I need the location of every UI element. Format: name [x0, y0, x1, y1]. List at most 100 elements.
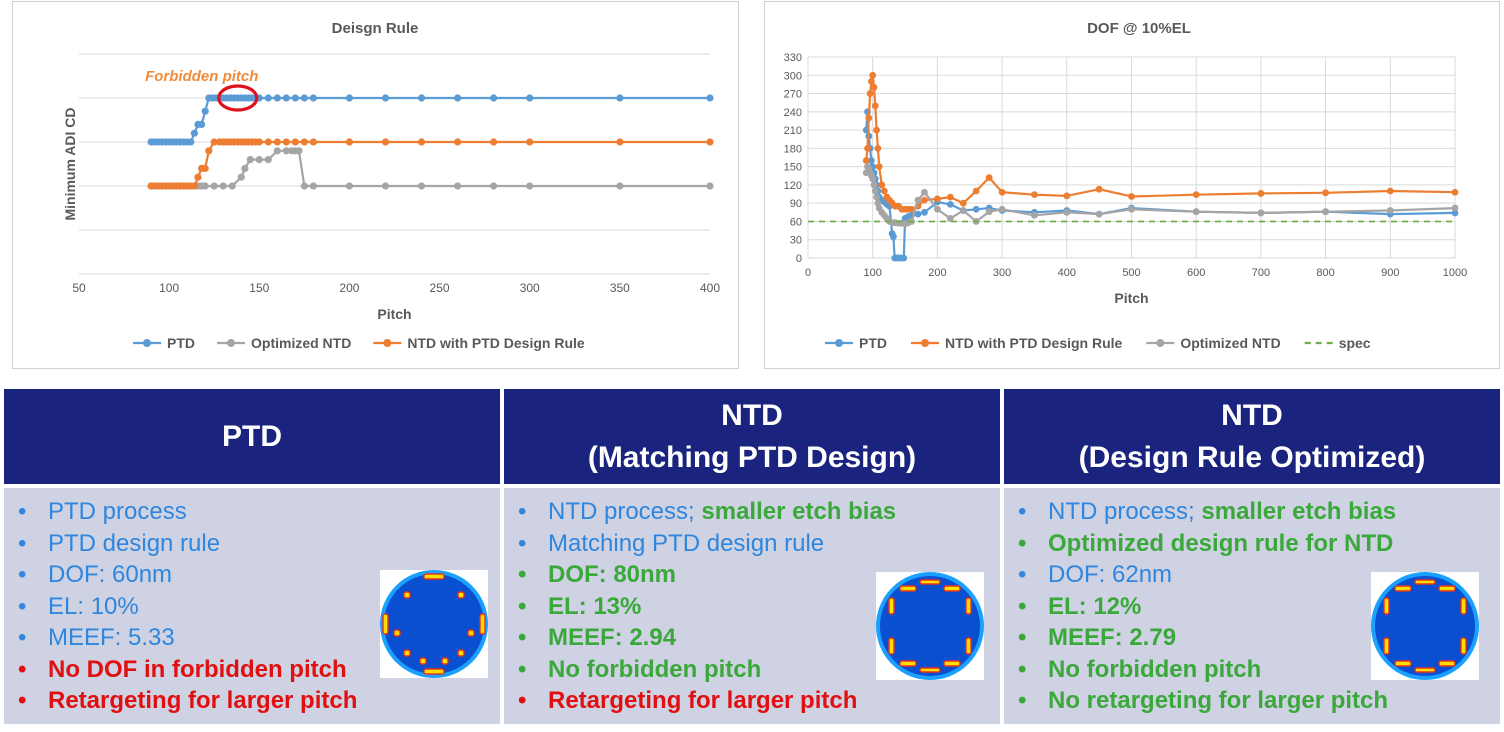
data-point	[526, 138, 534, 146]
data-point	[1063, 208, 1071, 216]
list-item: NTD process; smaller etch bias	[1018, 496, 1500, 528]
data-point	[868, 157, 875, 164]
data-point	[908, 205, 915, 213]
bullet-text: Retargeting for larger pitch	[548, 687, 858, 714]
data-point	[921, 208, 928, 216]
data-point	[1322, 208, 1329, 216]
data-point	[934, 205, 941, 213]
pupil-pole	[423, 668, 445, 675]
column-header-line: NTD	[721, 398, 783, 432]
legend-item-optimized-ntd: Optimized NTD	[1146, 335, 1281, 351]
pupil-pole	[441, 657, 449, 665]
pupil-pole	[965, 597, 972, 615]
data-point	[264, 138, 272, 146]
y-tick-label: 90	[790, 198, 802, 210]
pupil-pole	[467, 629, 475, 637]
data-point	[870, 181, 878, 189]
data-point	[1128, 205, 1135, 213]
pupil-pole	[888, 637, 895, 655]
y-tick-label: 240	[784, 107, 802, 119]
pupil-pole	[479, 613, 486, 635]
data-point	[264, 156, 272, 164]
data-point	[345, 182, 354, 190]
forbidden-pitch-circle	[217, 84, 259, 112]
data-point	[871, 187, 879, 195]
data-point	[201, 164, 209, 172]
bullet-text: EL: 12%	[1048, 592, 1142, 620]
list-item: MEEF: 2.94	[518, 622, 1000, 654]
data-point	[300, 94, 308, 102]
x-tick-label: 600	[1187, 267, 1205, 279]
x-tick-label: 300	[520, 281, 540, 295]
list-item: MEEF: 5.33	[18, 622, 500, 654]
data-point	[1451, 209, 1459, 217]
dof-chart: DOF @ 10%EL 0 30 60 90 120 150 180 210 240 270 300 3…	[784, 20, 1468, 351]
data-point	[959, 207, 967, 214]
data-point	[345, 94, 354, 102]
legend-marker	[143, 339, 151, 347]
x-tick-label: 200	[339, 281, 359, 295]
data-point	[264, 94, 272, 102]
list-item: Matching PTD design rule	[518, 528, 1000, 560]
y-tick-label: 30	[790, 235, 802, 247]
data-point	[616, 138, 624, 146]
pupil-pole	[965, 637, 972, 655]
data-point	[878, 181, 886, 189]
data-point	[291, 94, 299, 102]
series-optimized-ntd	[147, 147, 714, 190]
data-point	[706, 138, 714, 146]
data-point	[875, 163, 883, 171]
list-item: No forbidden pitch	[1018, 654, 1500, 686]
bullet-text: DOF: 80nm	[548, 561, 677, 588]
pupil-pole	[457, 649, 465, 657]
data-point	[1192, 208, 1200, 216]
list-item: MEEF: 2.79	[1018, 622, 1500, 654]
pupil-fill-map-icon	[876, 572, 984, 680]
bullet-text: Matching PTD design rule	[548, 529, 825, 557]
series-ptd	[147, 94, 714, 146]
legend-item-ntd-with-ptd-design-rule: NTD with PTD Design Rule	[911, 335, 1123, 351]
y-axis-label: Minimum ADI CD	[62, 107, 78, 220]
data-point	[381, 138, 390, 146]
data-point	[210, 138, 218, 146]
y-tick-label: 270	[784, 89, 802, 101]
x-tick-label: 350	[610, 281, 630, 295]
data-point	[921, 196, 928, 204]
list-item: No forbidden pitch	[518, 654, 1000, 686]
data-point	[187, 138, 195, 146]
legend-label: PTD	[167, 335, 195, 351]
data-point	[706, 94, 714, 102]
data-point	[1451, 188, 1459, 196]
data-point	[194, 173, 202, 181]
data-point	[1451, 204, 1459, 212]
legend-marker	[1156, 339, 1165, 347]
data-point	[616, 94, 624, 102]
list-item: PTD design rule	[18, 528, 500, 560]
pupil-pole	[1383, 637, 1390, 655]
data-point	[300, 138, 308, 146]
series-ntd-with-ptd-design-rule	[862, 71, 1459, 213]
column-header-line: (Matching PTD Design)	[587, 440, 917, 474]
table-column: PTD PTD process PTD design rule DOF: 60nm EL…	[4, 389, 500, 724]
x-tick-label: 800	[1316, 267, 1334, 279]
y-tick-label: 180	[784, 143, 802, 155]
pupil-pole	[1460, 637, 1467, 655]
data-point	[972, 187, 980, 195]
legend-label: PTD	[859, 335, 887, 351]
bullet-list: PTD process PTD design rule DOF: 60nm EL: 1…	[4, 488, 500, 717]
y-tick-label: 300	[784, 70, 802, 82]
data-point	[381, 182, 390, 190]
data-point	[921, 188, 928, 196]
data-point	[309, 138, 317, 146]
bullet-text: No forbidden pitch	[1048, 655, 1262, 683]
bullet-text: smaller etch bias	[1201, 498, 1397, 525]
list-item: NTD process; smaller etch bias	[518, 496, 1000, 528]
bullet-text: PTD process	[48, 498, 187, 525]
list-item: EL: 13%	[518, 591, 1000, 623]
data-point	[454, 182, 462, 190]
data-point	[1322, 189, 1329, 197]
data-point	[869, 71, 877, 79]
pupil-pole	[393, 629, 401, 637]
data-point	[282, 138, 290, 146]
bullet-text: Optimized design rule for NTD	[1048, 529, 1394, 557]
